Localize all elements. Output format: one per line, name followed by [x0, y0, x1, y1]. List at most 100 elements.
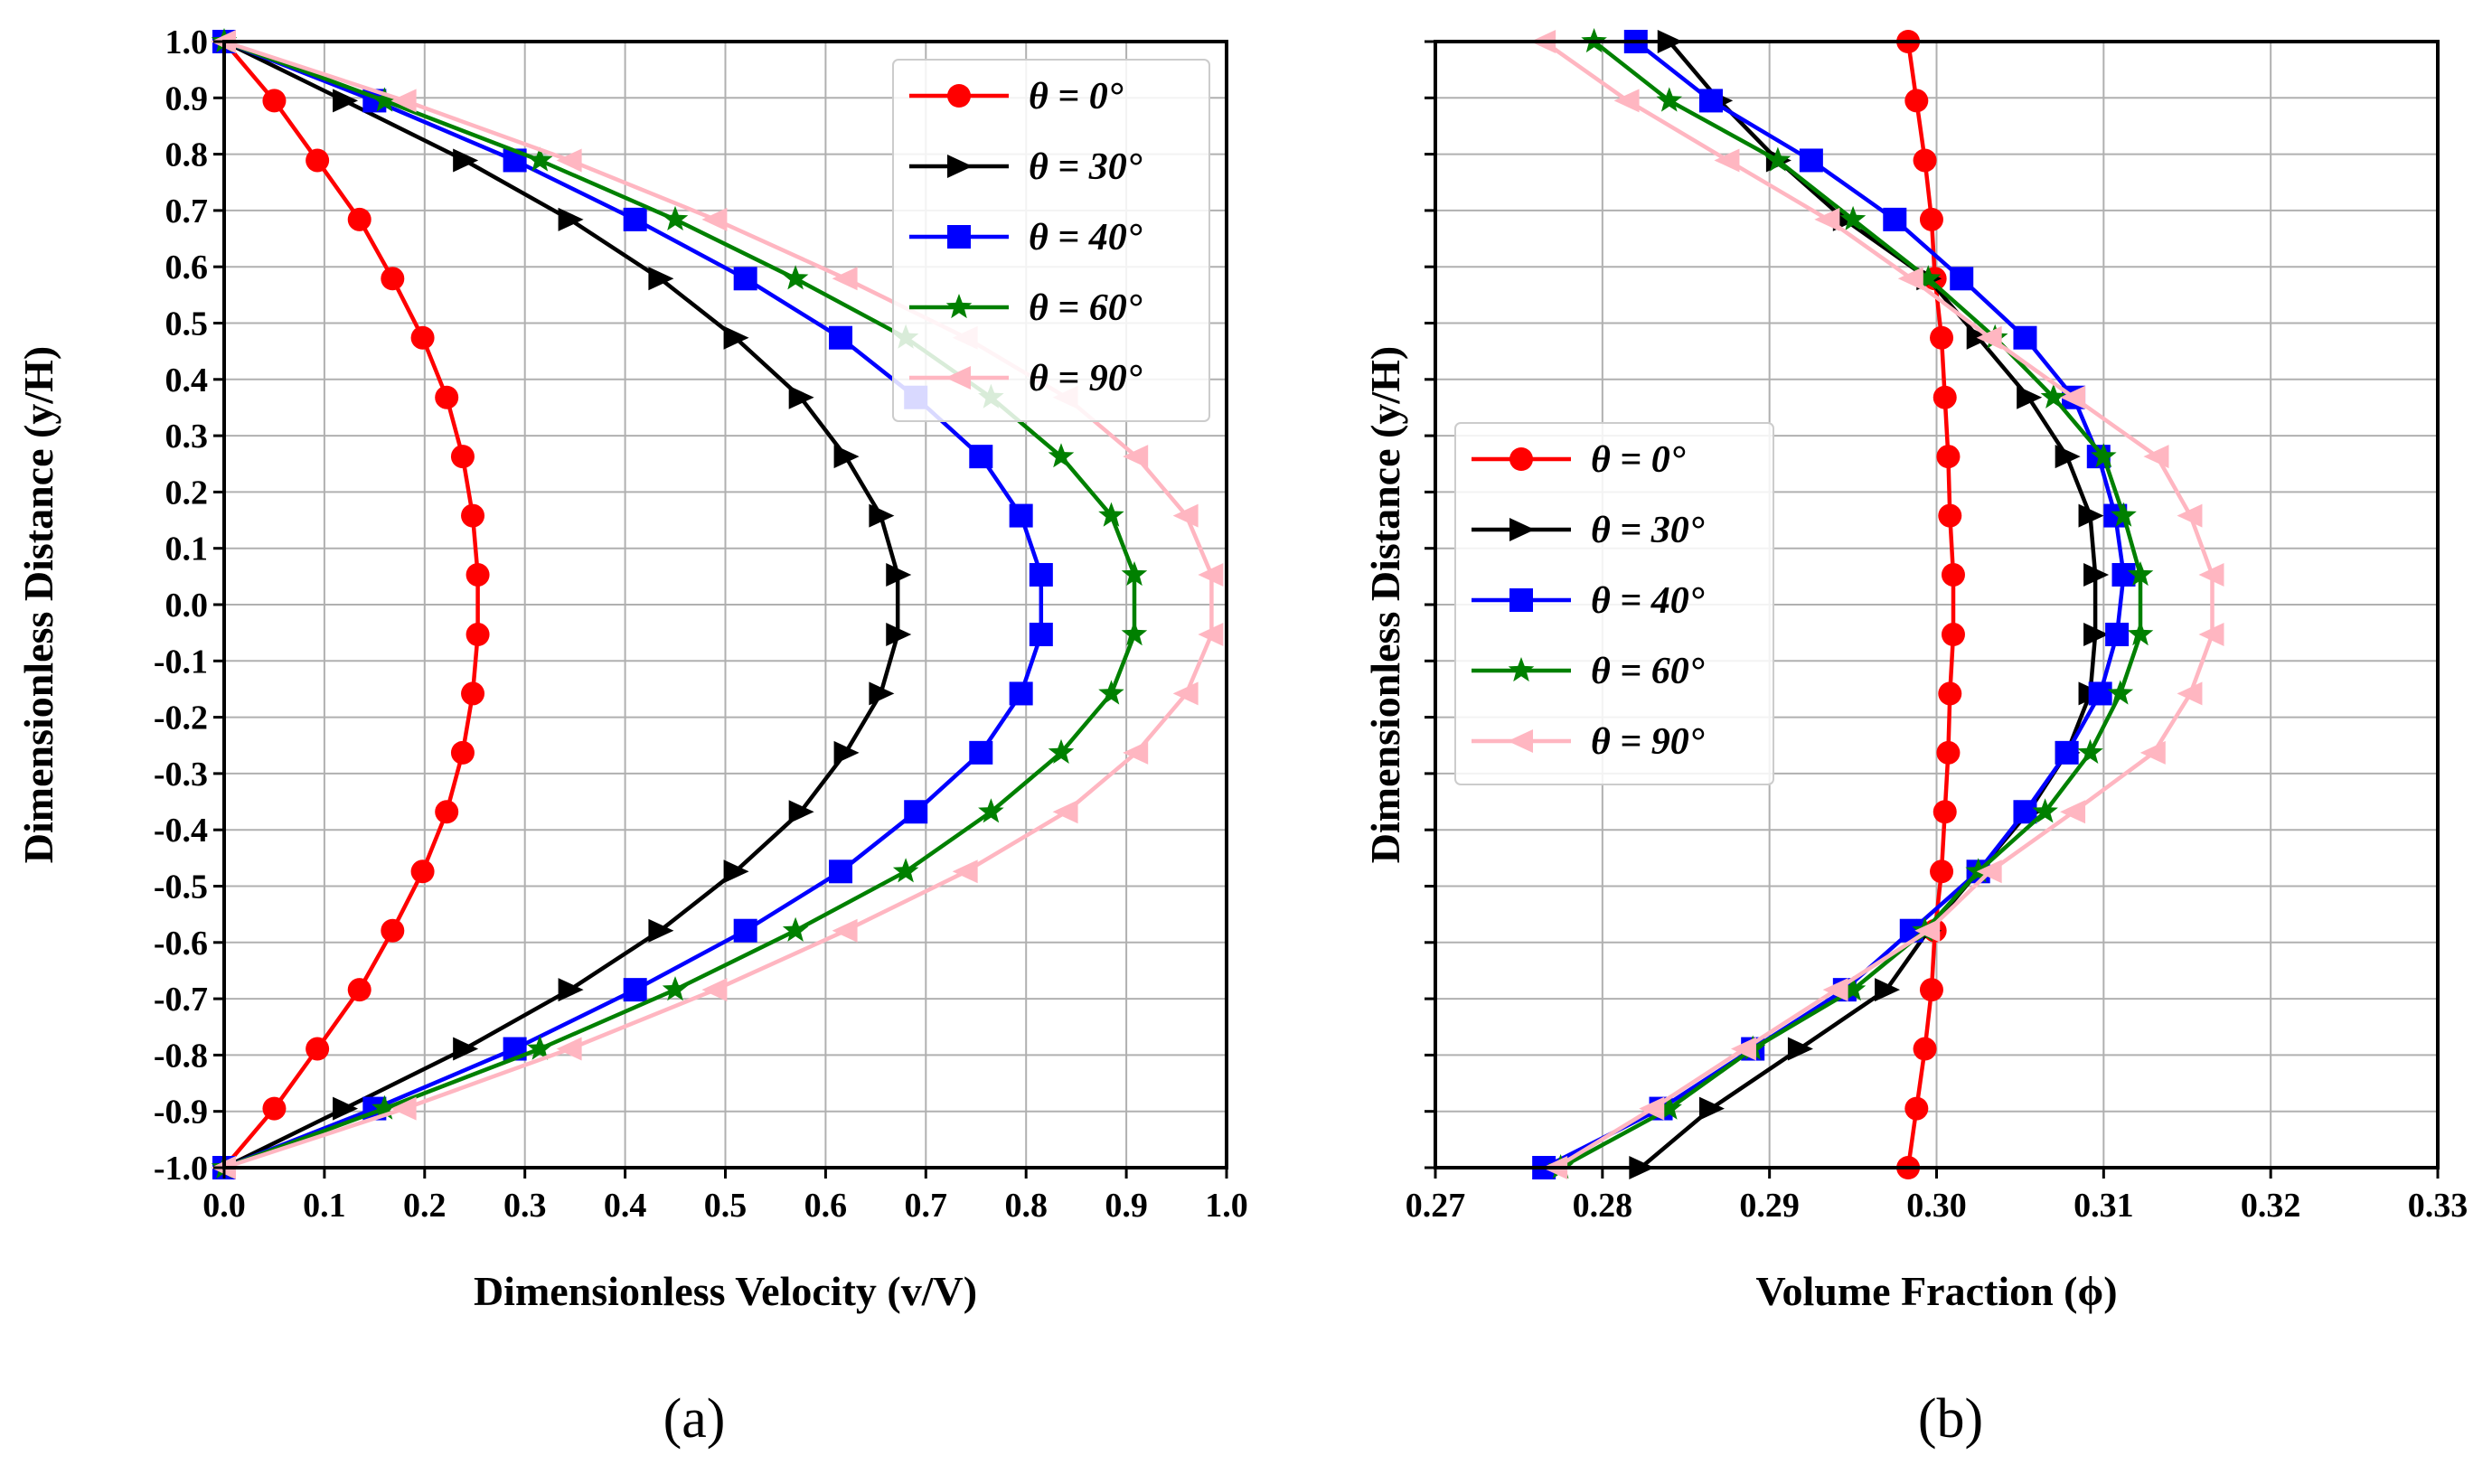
data-point	[733, 918, 757, 943]
data-point	[2088, 681, 2112, 706]
data-point	[1613, 89, 1640, 113]
x-tick-label: 0.30	[1906, 1187, 1967, 1225]
data-point	[2143, 445, 2169, 469]
y-tick-label: 0.9	[165, 80, 209, 117]
data-point	[1764, 146, 1791, 172]
legend-label: θ = 0°	[1029, 76, 1124, 117]
series-line	[223, 39, 900, 1170]
data-point	[1730, 1037, 1756, 1061]
data-point	[1904, 89, 1929, 113]
x-tick-label: 0.1	[303, 1187, 346, 1225]
data-point	[1919, 207, 1943, 231]
data-point	[1052, 800, 1078, 824]
data-point	[1123, 445, 1149, 469]
data-point	[723, 859, 749, 884]
data-point	[782, 916, 809, 942]
data-point	[1198, 623, 1224, 647]
series-line	[1639, 40, 2098, 1169]
y-tick-label: -0.2	[154, 700, 208, 737]
x-axis: 0.0 0.1 0.2 0.3 0.4 0.5 0.6 0.7 0.8 0.9 1.0	[202, 1168, 1248, 1225]
data-point	[1976, 325, 2002, 350]
data-point	[1913, 1037, 1937, 1061]
data-point	[2091, 443, 2117, 468]
data-point	[833, 445, 860, 469]
data-point	[2055, 445, 2081, 469]
data-point	[648, 267, 674, 291]
data-point	[2105, 623, 2130, 647]
data-point	[886, 623, 912, 647]
panel-label: (a)	[663, 1388, 726, 1450]
data-point	[1915, 265, 1942, 290]
data-point	[1930, 859, 1954, 884]
x-tick-label: 0.33	[2408, 1187, 2468, 1225]
data-point	[381, 267, 405, 291]
data-point	[1938, 681, 1962, 706]
data-point	[371, 87, 398, 112]
panel-b: 0.27 0.28 0.29 0.30 0.31 0.32 0.33 Volume Fract…	[1362, 28, 2468, 1450]
data-point	[2177, 503, 2203, 528]
data-point	[1121, 621, 1148, 646]
y-tick-label: 0.6	[165, 249, 209, 286]
legend-label: θ = 60°	[1591, 651, 1705, 692]
data-point	[829, 325, 853, 350]
legend-marker	[945, 294, 973, 319]
data-point	[969, 445, 993, 469]
data-point	[2060, 800, 2086, 824]
data-point	[2083, 562, 2110, 587]
data-point	[869, 503, 895, 528]
legend: θ = 0° θ = 30° θ = 40° θ = 60° θ = 90°	[892, 59, 1210, 422]
legend-label: θ = 40°	[1591, 580, 1705, 622]
data-point	[556, 148, 582, 173]
data-point	[701, 978, 728, 1002]
data-point	[1172, 503, 1199, 528]
series-group	[211, 28, 1224, 1179]
x-axis-label: Volume Fraction (ϕ)	[1755, 1268, 2117, 1314]
data-point	[347, 207, 371, 231]
legend: θ = 0° θ = 30° θ = 40° θ = 60° θ = 90°	[1454, 422, 1774, 785]
y-axis-label: Dimensionless Distance (y/H)	[15, 346, 61, 863]
data-point	[450, 740, 475, 765]
data-point	[2198, 562, 2224, 587]
data-point	[2013, 325, 2037, 350]
data-point	[662, 976, 689, 1001]
panel-label: (b)	[1918, 1388, 1983, 1450]
data-point	[2177, 681, 2203, 706]
x-axis-label: Dimensionless Velocity (v/V)	[474, 1268, 977, 1314]
data-point	[1941, 623, 1965, 647]
data-point	[2139, 740, 2166, 765]
y-axis	[1425, 40, 1435, 1169]
data-point	[558, 207, 584, 231]
x-tick-label: 0.4	[604, 1187, 647, 1225]
y-tick-label: -0.4	[154, 812, 208, 850]
data-point	[453, 148, 479, 173]
legend-marker	[945, 366, 971, 390]
data-point	[2127, 561, 2154, 587]
series-group	[1530, 28, 2224, 1179]
data-point	[2111, 502, 2137, 527]
legend-label: θ = 90°	[1029, 358, 1143, 399]
panel-a: 0.0 0.1 0.2 0.3 0.4 0.5 0.6 0.7 0.8 0.9 1.0 -1.0 -0.…	[15, 23, 1248, 1450]
data-point	[1932, 385, 1957, 409]
data-point	[969, 740, 993, 765]
data-point	[2111, 562, 2136, 587]
data-point	[1098, 680, 1124, 705]
legend-marker	[1509, 447, 1533, 471]
y-tick-label: 0.3	[165, 418, 209, 456]
y-tick-label: 0.2	[165, 474, 209, 512]
data-point	[1639, 1096, 1665, 1121]
x-tick-label: 0.9	[1105, 1187, 1148, 1225]
data-point	[1656, 1094, 1682, 1120]
data-point	[782, 265, 809, 290]
data-point	[2077, 738, 2103, 764]
data-point	[1048, 443, 1075, 468]
data-point	[1883, 207, 1907, 231]
series-line	[223, 39, 1137, 1170]
data-point	[1976, 859, 2002, 884]
legend-marker	[947, 225, 971, 249]
legend-label: θ = 30°	[1591, 510, 1705, 551]
data-point	[1098, 502, 1124, 527]
data-point	[833, 740, 860, 765]
data-point	[262, 89, 287, 113]
data-point	[410, 859, 435, 884]
data-point	[390, 1096, 417, 1121]
